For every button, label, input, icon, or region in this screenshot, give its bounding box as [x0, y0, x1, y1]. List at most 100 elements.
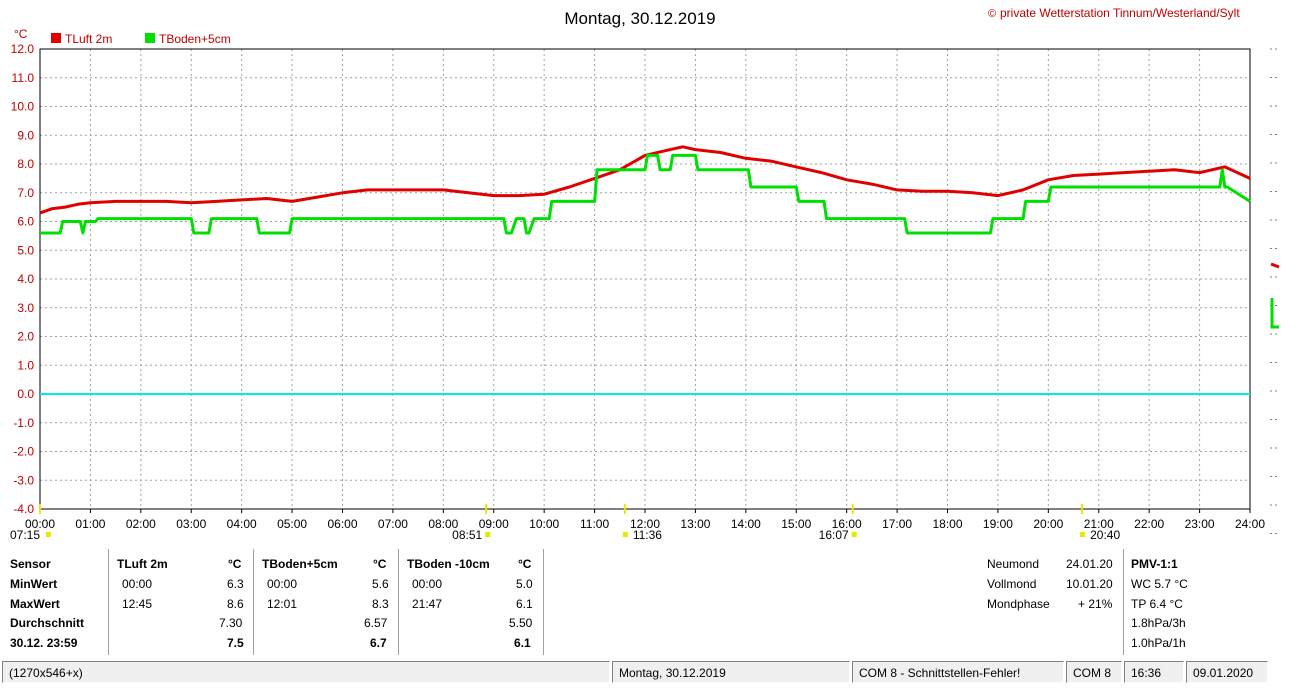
legend-label-tluft: TLuft 2m	[65, 32, 112, 46]
temperature-chart: 12.0 11.0 10.0 9.0 8.0 7.0 6.0 5.0 4.0 3.0 2.0 1.0 0…	[10, 6, 1280, 542]
mondphase-value: + 21%	[1078, 597, 1113, 611]
sun-markers: 07:15 08:51 11:36 16:07 20:40	[10, 504, 1120, 542]
x-tick-label: 05:00	[277, 517, 307, 531]
x-tick-label: 23:00	[1185, 517, 1215, 531]
tboden5-avg: 6.57	[364, 616, 388, 630]
y-tick-label: -2.0	[13, 445, 34, 459]
header-unit-tluft: °C	[228, 557, 242, 571]
y-tick-label: 1.0	[17, 358, 34, 372]
status-time: 16:36	[1124, 661, 1184, 683]
right-gauge-dashes	[1270, 48, 1278, 534]
y-tick-label: 2.0	[17, 330, 34, 344]
y-tick-label: -1.0	[13, 416, 34, 430]
row-label-max: MaxWert	[10, 597, 60, 611]
x-tick-label: 16:00	[832, 517, 862, 531]
neumond-label: Neumond	[987, 557, 1040, 571]
sun-marker-label: 08:51	[452, 528, 482, 542]
status-com-error: COM 8 - Schnittstellen-Fehler!	[852, 661, 1064, 683]
vollmond-value: 10.01.20	[1066, 577, 1113, 591]
tboden5-min: 5.6	[372, 577, 389, 591]
x-tick-label: 11:00	[580, 517, 609, 531]
legend-swatch-tboden	[145, 33, 155, 43]
sun-marker-label: 07:15	[10, 528, 40, 542]
chart-title: Montag, 30.12.2019	[564, 9, 715, 28]
x-tick-label: 09:00	[479, 517, 509, 531]
pmv-title: PMV-1:1	[1131, 557, 1178, 571]
sun-marker-icon	[851, 532, 857, 537]
row-label-last: 30.12. 23:59	[10, 636, 78, 650]
legend-swatch-tluft	[51, 33, 61, 43]
pmv-wc: WC 5.7 °C	[1131, 577, 1188, 591]
y-tick-label: 6.0	[17, 215, 34, 229]
header-tluft: TLuft 2m	[117, 557, 168, 571]
x-tick-label: 06:00	[327, 517, 357, 531]
legend-label-tboden: TBoden+5cm	[159, 32, 231, 46]
x-tick-label: 17:00	[882, 517, 912, 531]
header-sensor: Sensor	[10, 557, 51, 571]
header-tboden10: TBoden -10cm	[407, 557, 490, 571]
pmv-tp: TP 6.4 °C	[1131, 597, 1183, 611]
mondphase-label: Mondphase	[987, 597, 1050, 611]
x-axis-ticks: 00:00 01:00 02:00 03:00 04:00 05:00 06:00 07:00…	[25, 509, 1265, 531]
tluft-max-time: 12:45	[122, 597, 153, 611]
tboden5-max: 8.3	[372, 597, 389, 611]
row-label-min: MinWert	[10, 577, 58, 591]
x-tick-label: 07:00	[378, 517, 408, 531]
y-unit-label: °C	[14, 27, 28, 41]
y-tick-label: 4.0	[17, 272, 34, 286]
sun-marker-icon	[622, 532, 628, 537]
status-bar: (1270x546+x) Montag, 30.12.2019 COM 8 - …	[0, 659, 1270, 687]
tluft-avg: 7.30	[219, 616, 243, 630]
x-tick-label: 21:00	[1084, 517, 1114, 531]
tluft-max: 8.6	[227, 597, 244, 611]
x-tick-label: 12:00	[630, 517, 660, 531]
y-tick-label: 7.0	[17, 186, 34, 200]
y-tick-label: 10.0	[11, 100, 35, 114]
chart-grid	[40, 48, 1250, 510]
copyright-icon: ©	[988, 8, 996, 20]
x-tick-label: 01:00	[75, 517, 105, 531]
x-tick-label: 18:00	[932, 517, 962, 531]
tboden5-last: 6.7	[370, 636, 387, 650]
sun-marker-label: 11:36	[633, 528, 662, 542]
x-tick-label: 13:00	[680, 517, 710, 531]
sun-marker-icon	[1080, 532, 1086, 537]
tluft-min-time: 00:00	[122, 577, 153, 591]
tluft-min: 6.3	[227, 577, 244, 591]
x-tick-label: 03:00	[176, 517, 206, 531]
right-gauge-red	[1270, 262, 1280, 269]
tboden5-min-time: 00:00	[267, 577, 298, 591]
tboden10-avg: 5.50	[509, 616, 533, 630]
tboden10-min: 5.0	[516, 577, 533, 591]
x-tick-label: 02:00	[126, 517, 156, 531]
x-tick-label: 20:00	[1033, 517, 1063, 531]
tboden5-max-time: 12:01	[267, 597, 298, 611]
pmv-pressure-3h: 1.8hPa/3h	[1131, 616, 1186, 630]
y-tick-label: -3.0	[13, 473, 34, 487]
series-line-tboden	[40, 153, 1251, 235]
tluft-last: 7.5	[227, 636, 244, 650]
header-tboden5: TBoden+5cm	[262, 557, 338, 571]
x-tick-label: 22:00	[1134, 517, 1164, 531]
copyright-text: private Wetterstation Tinnum/Westerland/…	[1000, 6, 1240, 20]
y-tick-label: 3.0	[17, 301, 34, 315]
status-com-port: COM 8	[1066, 661, 1122, 683]
header-unit-tboden5: °C	[373, 557, 387, 571]
y-tick-label: 9.0	[17, 128, 34, 142]
x-tick-label: 08:00	[428, 517, 458, 531]
neumond-value: 24.01.20	[1066, 557, 1113, 571]
tboden10-min-time: 00:00	[412, 577, 443, 591]
y-tick-label: 11.0	[12, 71, 35, 85]
x-tick-label: 19:00	[983, 517, 1013, 531]
header-unit-tboden10: °C	[518, 557, 532, 571]
x-tick-label: 24:00	[1235, 517, 1265, 531]
sun-marker-label: 20:40	[1090, 528, 1120, 542]
status-size: (1270x546+x)	[2, 661, 610, 683]
y-tick-label: -4.0	[13, 502, 34, 516]
row-label-avg: Durchschnitt	[10, 616, 85, 630]
y-tick-label: 8.0	[17, 157, 34, 171]
tboden10-max: 6.1	[516, 597, 533, 611]
y-tick-label: 12.0	[11, 42, 35, 56]
x-tick-label: 10:00	[529, 517, 559, 531]
pmv-pressure-1h: 1.0hPa/1h	[1131, 636, 1186, 650]
